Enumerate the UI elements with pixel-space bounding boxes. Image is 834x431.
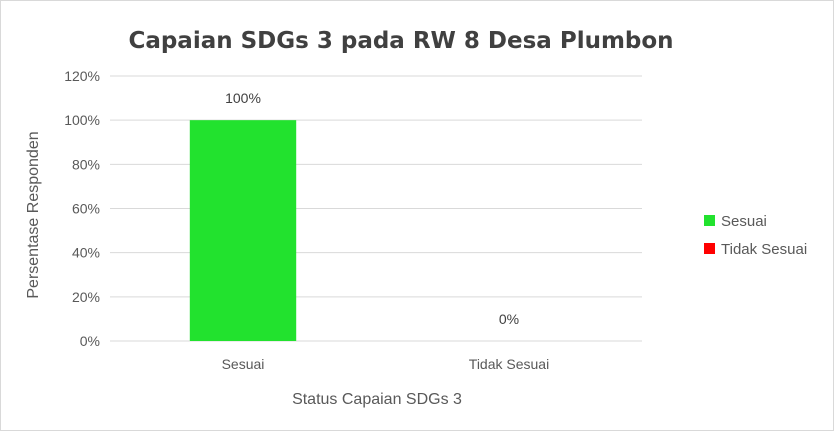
- x-tick-label: Sesuai: [222, 356, 265, 372]
- y-tick-label: 100%: [64, 112, 100, 128]
- y-tick-label: 0%: [80, 333, 100, 349]
- legend: Sesuai Tidak Sesuai: [704, 213, 807, 258]
- legend-label: Sesuai: [721, 213, 767, 230]
- y-tick-label: 60%: [72, 201, 100, 217]
- bars: [189, 120, 297, 342]
- legend-swatch: [704, 243, 715, 254]
- data-labels: 100% 0%: [225, 90, 519, 327]
- y-tick-label: 20%: [72, 289, 100, 305]
- legend-label: Tidak Sesuai: [721, 241, 807, 258]
- y-tick-label: 40%: [72, 245, 100, 261]
- legend-swatch: [704, 215, 715, 226]
- x-tick-label: Tidak Sesuai: [469, 356, 549, 372]
- data-label: 0%: [499, 311, 519, 327]
- y-axis-ticks: 0% 20% 40% 60% 80% 100% 120%: [64, 68, 100, 349]
- x-axis-ticks: Sesuai Tidak Sesuai: [222, 356, 550, 372]
- y-tick-label: 80%: [72, 156, 100, 172]
- y-axis-title: Persentase Responden: [25, 131, 42, 298]
- bar-sesuai: [189, 120, 297, 342]
- y-tick-label: 120%: [64, 68, 100, 84]
- x-axis-title: Status Capaian SDGs 3: [292, 391, 462, 408]
- chart-title: Capaian SDGs 3 pada RW 8 Desa Plumbon: [128, 28, 673, 54]
- data-label: 100%: [225, 90, 261, 106]
